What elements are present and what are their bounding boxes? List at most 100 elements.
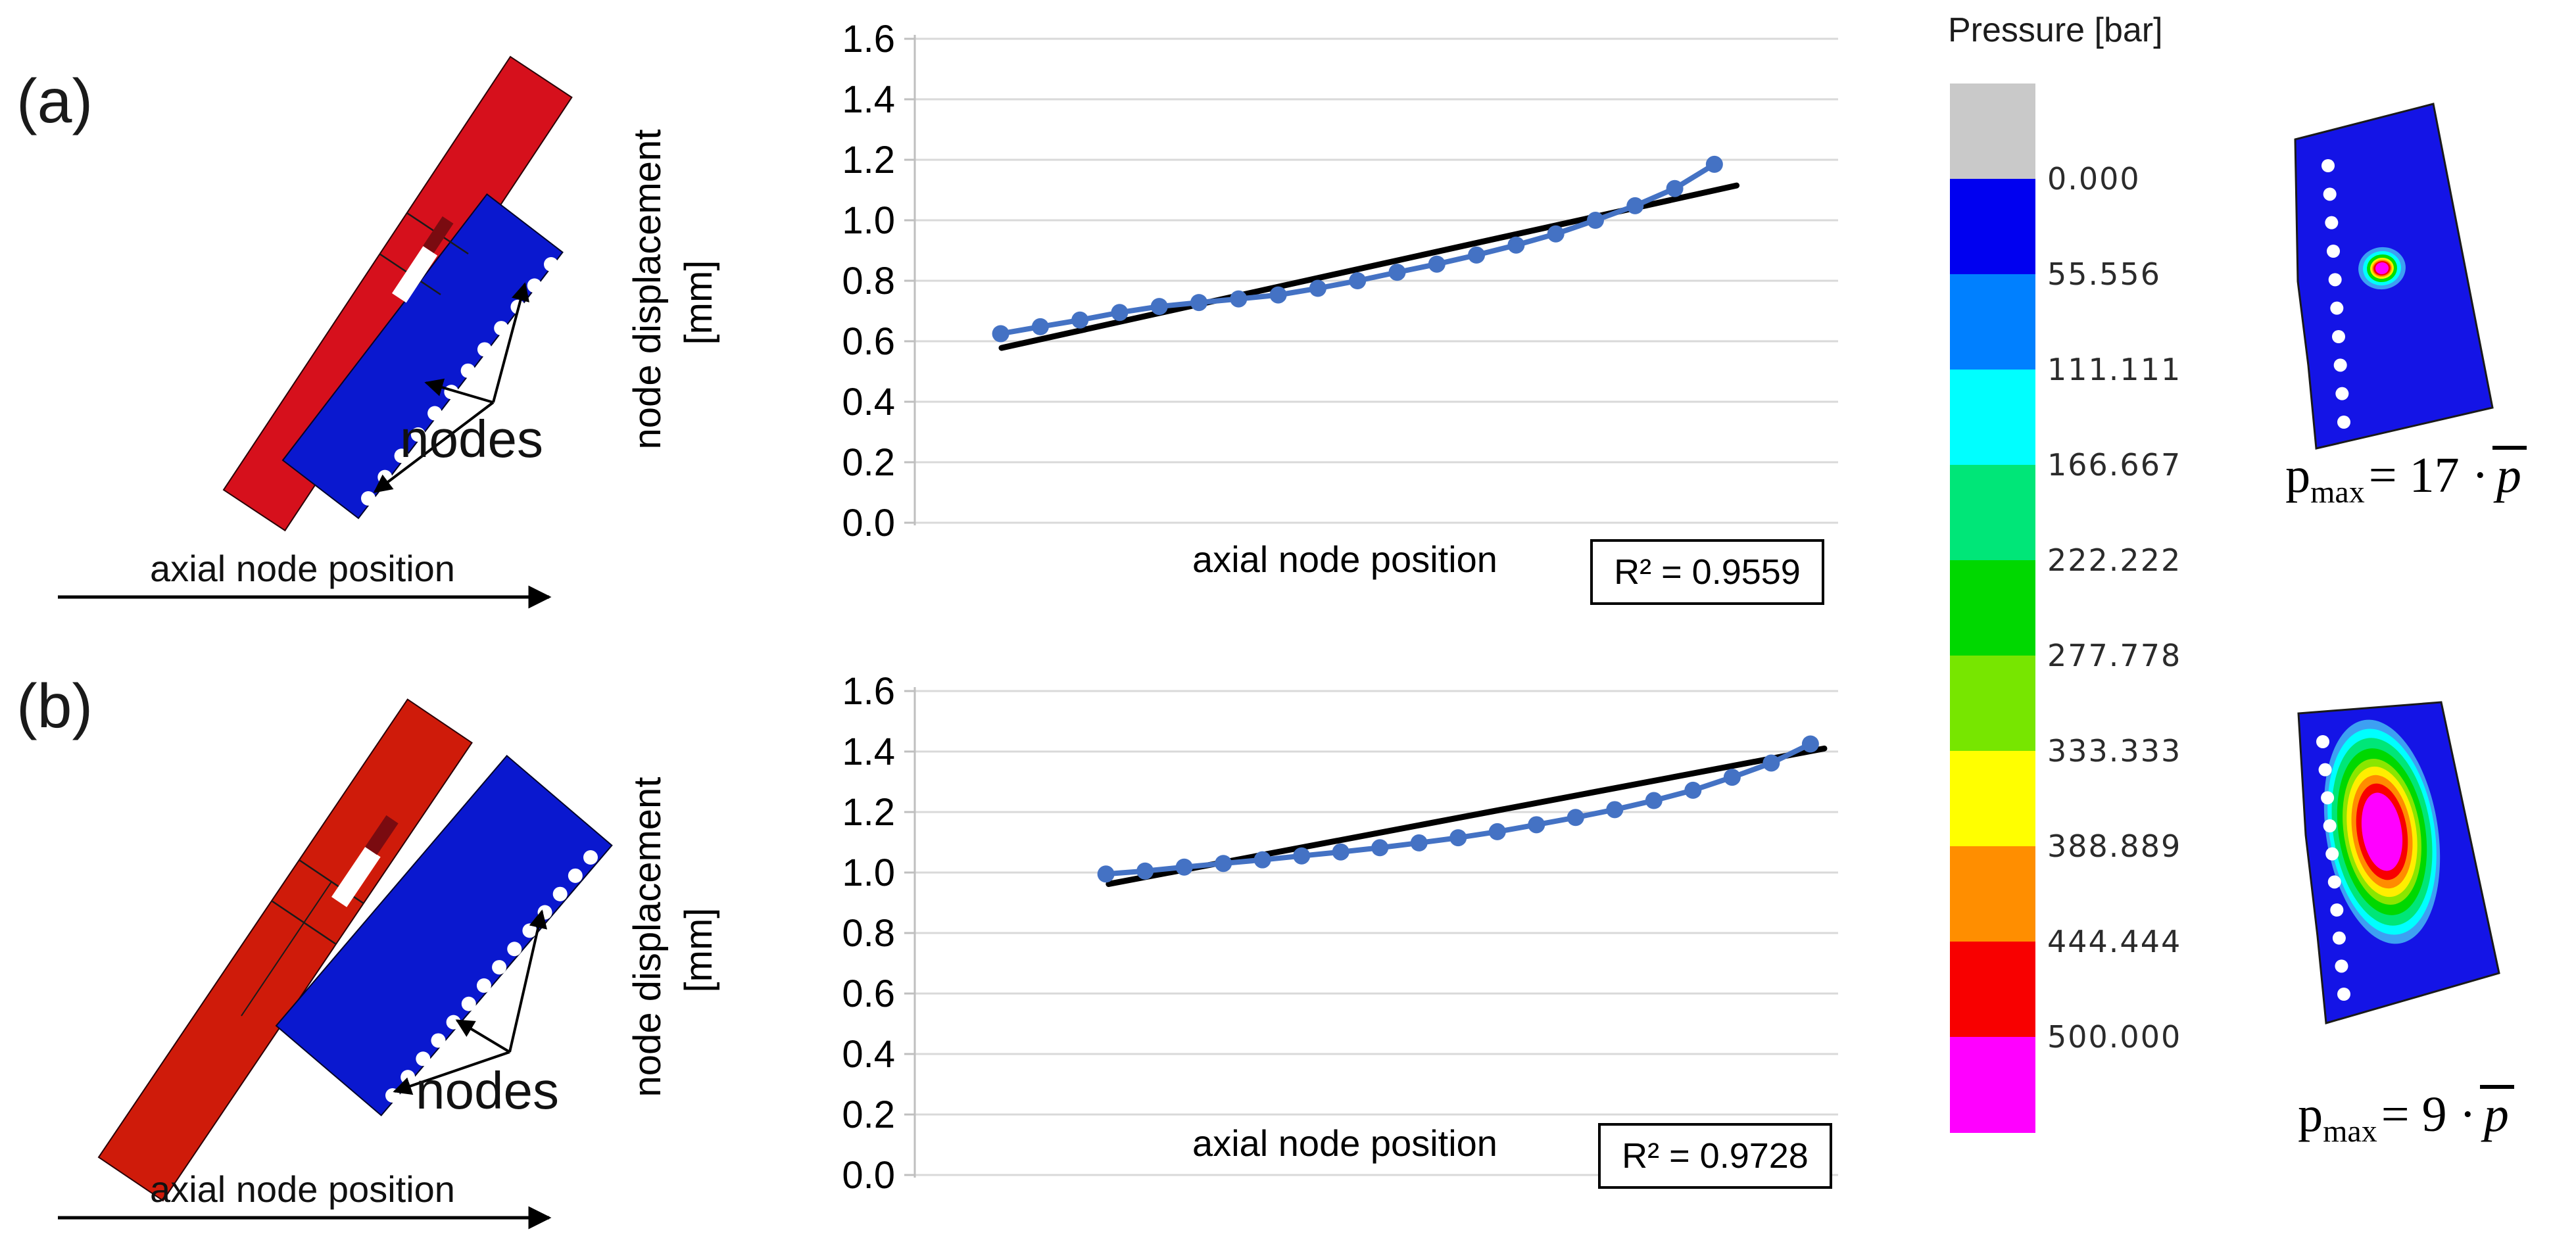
node-dot: [522, 923, 537, 938]
data-point: [1705, 155, 1723, 173]
node-dot: [507, 942, 522, 957]
legend-tick-label: 333.333: [2047, 733, 2182, 769]
node-dot: [2321, 159, 2335, 172]
legend-color-swatch: [1950, 846, 2035, 942]
node-dot: [2327, 875, 2341, 889]
data-point: [1567, 809, 1584, 827]
notch-slot-a: [392, 246, 438, 303]
beam-seam: [241, 881, 332, 1017]
node-dot: [416, 1051, 431, 1066]
data-point: [1215, 855, 1232, 873]
y-tick-label: 0.0: [842, 502, 895, 544]
node-dot: [552, 886, 568, 901]
y-tick-label: 0.4: [842, 381, 895, 423]
y-tick-label: 1.6: [842, 670, 895, 713]
pmax-sub: max: [2310, 475, 2365, 510]
y-tick-label: 1.4: [842, 731, 895, 773]
node-dot: [2332, 330, 2345, 343]
node-dot: [460, 363, 475, 378]
node-dot: [477, 342, 492, 357]
data-point: [1190, 294, 1208, 312]
data-point: [1488, 823, 1506, 840]
panel-a-diagram: [58, 55, 573, 609]
data-point: [992, 325, 1009, 343]
data-point: [1645, 792, 1663, 809]
node-dot: [2335, 387, 2349, 400]
legend-color-swatch: [1950, 942, 2035, 1038]
node-dot: [2328, 273, 2342, 287]
data-point: [1269, 286, 1287, 304]
node-dot: [2337, 988, 2350, 1001]
node-dot: [476, 978, 491, 993]
pmax-formula-bottom: pmax= 9 · p: [2236, 1085, 2576, 1149]
p-mean-symbol: p: [2479, 1085, 2514, 1141]
data-point: [1410, 834, 1428, 851]
data-point: [1097, 865, 1115, 883]
node-dot: [492, 960, 507, 975]
displacement-chart-bottom: 1.6 1.4 1.2 1.0 0.8 0.6 0.4 0.2 0.0: [842, 670, 1838, 1197]
data-point: [1136, 862, 1154, 880]
data-point: [1507, 236, 1525, 254]
node-dot: [2335, 959, 2348, 973]
axial-position-label-b: axial node position: [150, 1168, 455, 1210]
y-tick-label: 0.2: [842, 1093, 895, 1136]
notch-slot-b: [331, 846, 381, 907]
y-tick-label: 0.6: [842, 972, 895, 1015]
legend-tick-label: 277.778: [2047, 638, 2182, 673]
data-series-line: [1000, 162, 1716, 337]
y-tick-label: 0.0: [842, 1154, 895, 1197]
data-point: [1332, 843, 1349, 861]
pressure-legend-title: Pressure [bar]: [1948, 11, 2163, 49]
displacement-chart-top: 1.6 1.4 1.2 1.0 0.8 0.6 0.4 0.2 0.0: [842, 18, 1838, 544]
node-dot: [394, 448, 409, 464]
pressure-contour-plate-top: [2294, 103, 2494, 450]
node-dot: [2337, 416, 2350, 429]
data-point: [1175, 858, 1193, 876]
data-point: [1723, 769, 1741, 786]
x-axis-title-top: axial node position: [1192, 539, 1497, 580]
legend-color-swatch: [1950, 1037, 2035, 1133]
node-dot: [494, 321, 509, 336]
node-dot: [377, 469, 393, 485]
y-axis-units-bottom: [mm]: [677, 907, 720, 993]
legend-tick-label: 166.667: [2047, 447, 2182, 483]
node-dot: [527, 278, 542, 293]
y-tick-label: 0.6: [842, 320, 895, 363]
legend-color-swatch: [1950, 274, 2035, 370]
y-tick-label: 1.4: [842, 78, 895, 121]
legend-color-swatch: [1950, 560, 2035, 656]
data-point: [1293, 847, 1311, 865]
data-point: [1468, 246, 1486, 264]
node-dot: [2325, 847, 2339, 861]
legend-tick-label: 55.556: [2047, 256, 2161, 292]
pmax-formula-top: pmax= 17 · p: [2236, 446, 2576, 510]
beam-pair-a: [222, 55, 573, 532]
y-tick-label: 0.4: [842, 1033, 895, 1076]
p-mean-symbol: p: [2492, 446, 2527, 502]
data-point: [1428, 255, 1446, 273]
y-axis-title-bottom: node displacement: [626, 777, 669, 1097]
node-dot: [583, 850, 598, 865]
pressure-contour-plate-bottom: [2297, 701, 2500, 1024]
y-axis-title-top: node displacement: [626, 129, 669, 450]
data-point: [1547, 225, 1565, 243]
data-point: [1031, 318, 1049, 335]
legend-color-swatch: [1950, 370, 2035, 466]
legend-color-swatch: [1950, 465, 2035, 561]
pressure-spot: [2358, 247, 2406, 290]
data-point: [1586, 212, 1604, 229]
legend-tick-label: 444.444: [2047, 924, 2182, 959]
legend-tick-label: 388.889: [2047, 828, 2182, 864]
node-dot: [568, 868, 583, 883]
legend-tick-label: 111.111: [2047, 352, 2182, 387]
data-point: [1371, 839, 1389, 857]
pmax-base: p: [2298, 1087, 2323, 1142]
y-tick-label: 1.2: [842, 139, 895, 181]
data-point: [1606, 801, 1624, 819]
node-dot: [431, 1033, 446, 1048]
nodes-arrows-b: [393, 909, 548, 1095]
data-point: [1684, 781, 1702, 799]
r-squared-box-bottom: R² = 0.9728: [1598, 1123, 1832, 1189]
node-dot: [2318, 763, 2332, 777]
legend-tick-label: 500.000: [2047, 1019, 2182, 1055]
